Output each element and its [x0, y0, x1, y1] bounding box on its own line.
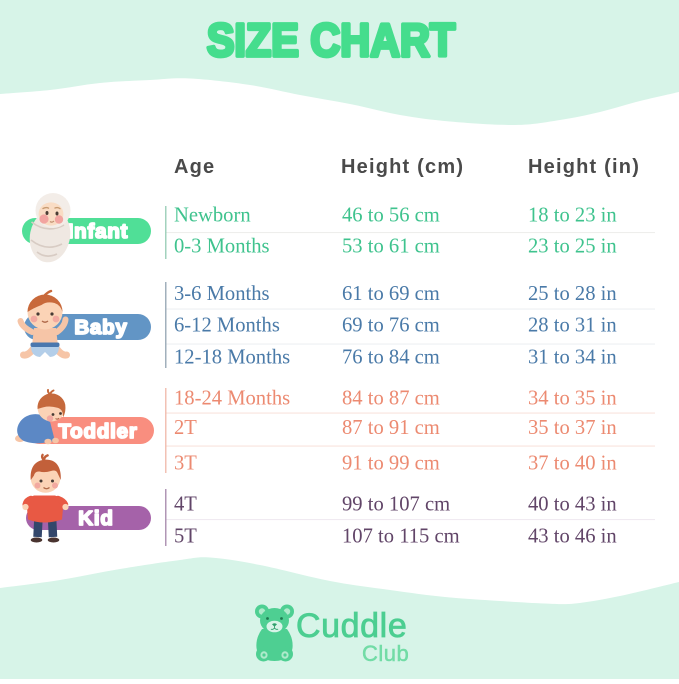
svg-text:3-6 Months: 3-6 Months: [174, 283, 270, 305]
svg-text:18-24 Months: 18-24 Months: [174, 388, 290, 410]
svg-text:69 to 76 cm: 69 to 76 cm: [342, 315, 440, 337]
svg-text:43 to 46 in: 43 to 46 in: [528, 526, 617, 548]
svg-text:Infant: Infant: [68, 220, 129, 243]
svg-text:Height (cm): Height (cm): [341, 156, 464, 178]
svg-text:Baby: Baby: [74, 316, 127, 339]
svg-text:35 to 37 in: 35 to 37 in: [528, 417, 617, 439]
svg-text:34 to 35 in: 34 to 35 in: [528, 388, 617, 410]
svg-text:Height (in): Height (in): [528, 156, 640, 178]
svg-text:Kid: Kid: [78, 507, 113, 530]
svg-text:84 to 87 cm: 84 to 87 cm: [342, 388, 440, 410]
svg-text:Cuddle: Cuddle: [296, 607, 407, 645]
svg-text:25 to 28 in: 25 to 28 in: [528, 283, 617, 305]
svg-text:107 to 115 cm: 107 to 115 cm: [342, 526, 460, 548]
svg-text:37 to 40 in: 37 to 40 in: [528, 453, 617, 475]
svg-text:Club: Club: [362, 641, 409, 666]
svg-text:5T: 5T: [174, 526, 197, 548]
svg-text:31 to 34 in: 31 to 34 in: [528, 347, 617, 369]
svg-text:91 to 99 cm: 91 to 99 cm: [342, 453, 440, 475]
svg-text:61 to 69 cm: 61 to 69 cm: [342, 283, 440, 305]
svg-text:18 to 23 in: 18 to 23 in: [528, 205, 617, 227]
svg-text:6-12 Months: 6-12 Months: [174, 315, 280, 337]
svg-text:2T: 2T: [174, 417, 197, 439]
svg-text:SIZE CHART: SIZE CHART: [207, 15, 456, 67]
svg-text:87 to 91 cm: 87 to 91 cm: [342, 417, 440, 439]
svg-text:53 to 61 cm: 53 to 61 cm: [342, 236, 440, 258]
svg-text:Toddler: Toddler: [58, 420, 137, 443]
svg-text:40 to 43 in: 40 to 43 in: [528, 494, 617, 516]
svg-text:23 to 25 in: 23 to 25 in: [528, 236, 617, 258]
svg-text:28 to 31 in: 28 to 31 in: [528, 315, 617, 337]
svg-text:99 to 107 cm: 99 to 107 cm: [342, 494, 450, 516]
svg-text:46 to 56 cm: 46 to 56 cm: [342, 205, 440, 227]
svg-text:Newborn: Newborn: [174, 205, 251, 227]
svg-text:4T: 4T: [174, 494, 197, 516]
svg-text:76 to 84 cm: 76 to 84 cm: [342, 347, 440, 369]
svg-text:12-18 Months: 12-18 Months: [174, 347, 290, 369]
svg-text:0-3 Months: 0-3 Months: [174, 236, 270, 258]
svg-text:Age: Age: [174, 156, 215, 178]
svg-text:3T: 3T: [174, 453, 197, 475]
